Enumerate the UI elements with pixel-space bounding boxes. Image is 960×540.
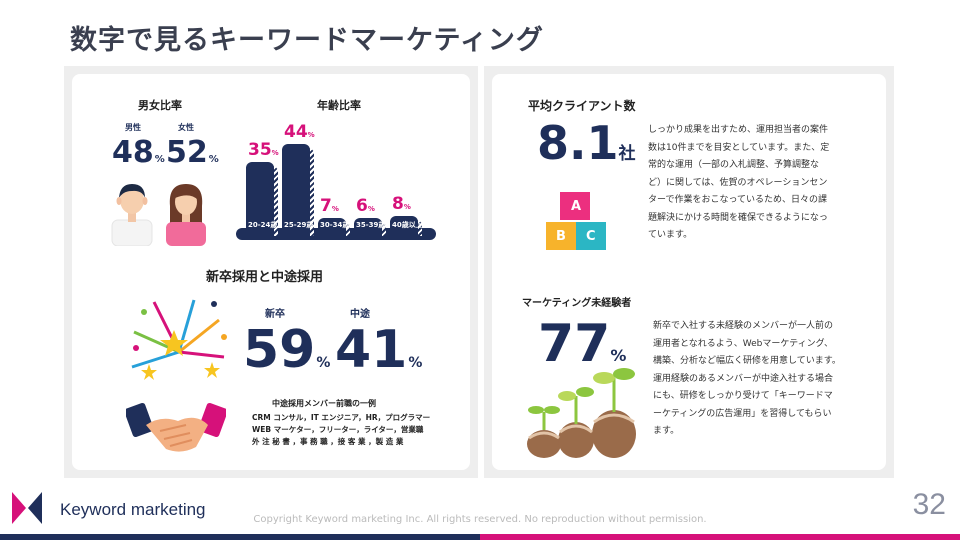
age-bar-shadow xyxy=(344,222,350,236)
age-bar-value: 44% xyxy=(284,122,315,142)
block-a: A xyxy=(571,199,582,214)
right-card xyxy=(492,74,886,470)
age-bar xyxy=(390,216,418,236)
female-label: 女性 xyxy=(178,123,194,132)
footer-stripe-navy xyxy=(0,534,480,540)
block-c: C xyxy=(586,229,596,244)
clients-value: 8.1社 xyxy=(537,116,636,170)
brand-logo-icon xyxy=(12,492,42,524)
example-line: 外 注 秘 書 ，事 務 職 ，接 客 業 ，製 造 業 xyxy=(252,437,404,446)
age-bar-label: 30-34歳 xyxy=(320,221,350,229)
age-bar-shadow xyxy=(416,220,422,236)
age-bar xyxy=(318,218,346,236)
left-card xyxy=(72,74,470,470)
inexperienced-heading: マーケティング未経験者 xyxy=(522,298,632,309)
age-bar-value: 8% xyxy=(392,194,411,214)
clients-heading: 平均クライアント数 xyxy=(528,99,636,113)
copyright-text: Copyright Keyword marketing Inc. All rig… xyxy=(253,514,707,525)
sprouts-icon xyxy=(527,368,636,458)
age-bar xyxy=(354,218,382,236)
page-number: 32 xyxy=(912,488,946,521)
age-bar-label: 25-29歳 xyxy=(284,221,314,229)
age-bar-label: 35-39歳 xyxy=(356,221,386,229)
age-bar-shadow xyxy=(272,166,278,236)
inexperienced-description: 新卒で入社する未経験のメンバーが一人前の 運用者となれるよう、Webマーケティン… xyxy=(653,321,841,437)
abc-blocks-icon xyxy=(546,192,606,250)
brand-name: Keyword marketing xyxy=(60,500,206,519)
age-bar-label: 40歳以上 xyxy=(392,221,423,229)
footer-stripe-pink xyxy=(480,534,960,540)
age-bar xyxy=(246,162,274,236)
male-value: 48% xyxy=(112,135,165,170)
gender-heading: 男女比率 xyxy=(138,99,182,112)
age-bar-label: 20-24歳 xyxy=(248,221,278,229)
age-bar-value: 6% xyxy=(356,196,375,216)
age-bar xyxy=(282,144,310,236)
hiring-heading: 新卒採用と中途採用 xyxy=(206,270,324,285)
mid-career-label: 中途 xyxy=(350,309,370,320)
examples-list: CRM コンサル，IT エンジニア，HR，プログラマー WEB マーケター，フリ… xyxy=(252,412,430,448)
inexperienced-value: 77% xyxy=(538,314,627,374)
male-avatar-icon xyxy=(111,184,153,246)
handshake-icon xyxy=(126,402,226,452)
female-avatar-icon xyxy=(166,184,206,246)
age-bar-value: 35% xyxy=(248,140,279,160)
age-bar-shadow xyxy=(308,148,314,236)
mid-career-value: 41% xyxy=(335,320,423,380)
example-line: WEB マーケター，フリーター，ライター，営業職 xyxy=(252,425,424,434)
block-b: B xyxy=(556,229,566,244)
clients-description: しっかり成果を出すため、運用担当者の案件 数は10件までを目安としています。また… xyxy=(648,125,830,241)
age-bar-value: 7% xyxy=(320,196,339,216)
new-grad-label: 新卒 xyxy=(265,309,285,320)
page-title: 数字で見るキーワードマーケティング xyxy=(70,25,544,56)
age-bar-shadow xyxy=(380,222,386,236)
confetti-icon xyxy=(131,299,227,380)
new-grad-value: 59% xyxy=(243,320,331,380)
male-label: 男性 xyxy=(125,123,141,132)
examples-heading: 中途採用メンバー前職の一例 xyxy=(272,399,376,408)
female-value: 52% xyxy=(166,135,219,170)
example-line: CRM コンサル，IT エンジニア，HR，プログラマー xyxy=(252,413,431,422)
age-heading: 年齢比率 xyxy=(317,99,361,112)
